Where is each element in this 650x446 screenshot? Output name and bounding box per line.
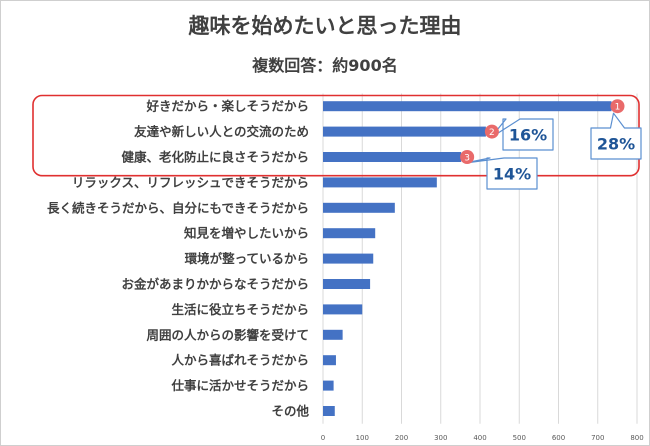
bars (323, 101, 612, 416)
rank-badge-number: 1 (615, 103, 621, 113)
category-label: 人から喜ばれそうだから (171, 353, 309, 368)
x-tick-label: 600 (552, 434, 565, 442)
category-label: 健康、老化防止に良さそうだから (121, 150, 309, 165)
callout-label: 14% (493, 165, 531, 184)
bar (323, 101, 612, 112)
bar (323, 406, 335, 416)
callout-label: 28% (597, 135, 635, 154)
category-label: リラックス、リフレッシュできそうだから (72, 175, 309, 190)
x-tick-label: 400 (473, 434, 486, 442)
callout-bubble (590, 112, 642, 160)
category-label: 周囲の人からの影響を受けて (146, 327, 309, 342)
category-label: 知見を増やしたいから (183, 226, 309, 241)
rank-badge (610, 99, 625, 114)
rank-badge-number: 3 (464, 154, 470, 164)
bar (323, 304, 363, 315)
bar (323, 380, 334, 391)
callout-label: 16% (509, 126, 547, 145)
category-label: 環境が整っているから (185, 251, 309, 266)
bar (323, 279, 371, 289)
bar (323, 253, 374, 264)
x-tick-label: 500 (513, 434, 526, 442)
x-tick-label: 200 (395, 434, 408, 442)
rank-badge-number: 2 (489, 128, 495, 138)
bar (323, 177, 437, 188)
highlight-annotations: 28% 16% 14% 1 2 3 (32, 94, 642, 190)
category-label: 長く続きそうだから、自分にもできそうだから (47, 200, 309, 215)
bar (323, 126, 486, 137)
rank-badge (460, 150, 475, 164)
category-label: お金があまりかからなそうだから (121, 277, 309, 292)
x-tick-label: 300 (434, 434, 447, 442)
x-tick-label: 700 (591, 434, 604, 442)
category-label: その他 (271, 404, 309, 419)
category-label: 仕事に活かせそうだから (170, 378, 309, 393)
bar (323, 355, 336, 366)
x-tick-label: 100 (356, 434, 369, 442)
bar (323, 202, 395, 213)
rank-badge (484, 124, 499, 139)
category-label: 好きだから・楽しそうだから (145, 99, 309, 114)
callout-bubble (490, 118, 554, 151)
chart-title: 趣味を始めたいと思った理由 (188, 14, 462, 38)
x-tick-label: 0 (321, 434, 325, 442)
x-axis-ticks: 0 100 200 300 400 500 600 700 800 (321, 434, 644, 442)
category-label: 生活に役立ちそうだから (171, 302, 309, 317)
bar (323, 228, 376, 239)
category-label: 友達や新しい人との交流のため (133, 124, 309, 139)
callout-bubble (464, 157, 538, 190)
x-tick-label: 800 (630, 434, 643, 442)
bar (323, 329, 343, 340)
category-labels: 好きだから・楽しそうだから友達や新しい人との交流のため健康、老化防止に良さそうだ… (47, 99, 310, 419)
bar (323, 152, 462, 162)
chart-subtitle: 複数回答：約900名 (251, 56, 397, 75)
